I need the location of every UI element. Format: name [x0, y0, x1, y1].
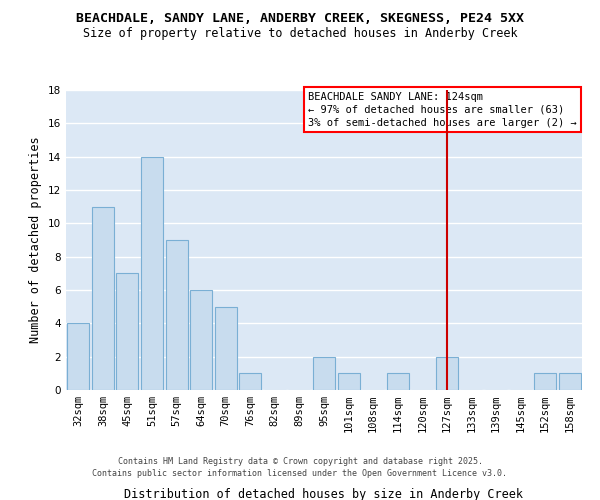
Bar [190, 290, 212, 390]
Bar [67, 324, 89, 390]
Bar [386, 374, 409, 390]
Text: BEACHDALE SANDY LANE: 124sqm
← 97% of detached houses are smaller (63)
3% of sem: BEACHDALE SANDY LANE: 124sqm ← 97% of de… [308, 92, 577, 128]
Text: BEACHDALE, SANDY LANE, ANDERBY CREEK, SKEGNESS, PE24 5XX: BEACHDALE, SANDY LANE, ANDERBY CREEK, SK… [76, 12, 524, 26]
Y-axis label: Number of detached properties: Number of detached properties [29, 136, 43, 344]
Bar [92, 206, 114, 390]
Text: Contains HM Land Registry data © Crown copyright and database right 2025.
Contai: Contains HM Land Registry data © Crown c… [92, 458, 508, 478]
X-axis label: Distribution of detached houses by size in Anderby Creek: Distribution of detached houses by size … [125, 488, 523, 500]
Bar [559, 374, 581, 390]
Bar [436, 356, 458, 390]
Bar [313, 356, 335, 390]
Bar [534, 374, 556, 390]
Bar [116, 274, 139, 390]
Bar [141, 156, 163, 390]
Bar [239, 374, 262, 390]
Text: Size of property relative to detached houses in Anderby Creek: Size of property relative to detached ho… [83, 28, 517, 40]
Bar [338, 374, 359, 390]
Bar [166, 240, 188, 390]
Bar [215, 306, 237, 390]
